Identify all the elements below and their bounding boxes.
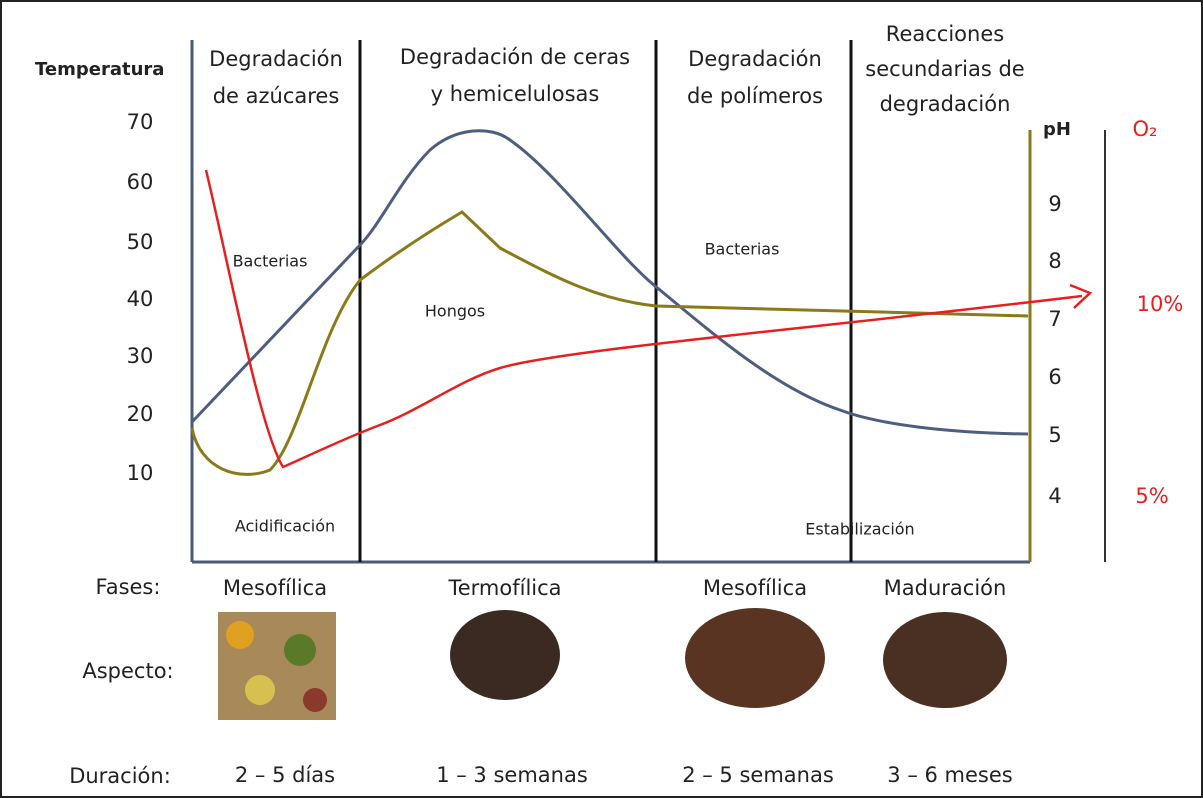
tick-label: 10: [127, 461, 154, 485]
annotation: Estabilización: [805, 520, 914, 539]
image-thermo: [450, 610, 560, 700]
image-detail: [226, 621, 254, 649]
stage-header: degradación: [880, 92, 1011, 116]
duration-value: 3 – 6 meses: [887, 763, 1012, 787]
annotation: Hongos: [425, 302, 485, 321]
duration-value: 2 – 5 días: [235, 763, 335, 787]
phase-name: Maduración: [884, 576, 1007, 600]
stage-header: Degradación de ceras: [400, 45, 630, 69]
stage-header: Degradación: [688, 47, 822, 71]
tick-label: 40: [127, 287, 154, 311]
axis-title: O₂: [1133, 117, 1158, 141]
temperature-curve: [190, 129, 1029, 436]
tick-label: 10%: [1137, 292, 1184, 316]
stage-header: de azúcares: [213, 84, 340, 108]
tick-label: 70: [127, 110, 154, 134]
row-label: Fases:: [96, 575, 161, 599]
arrow-head: [1069, 283, 1093, 309]
aspect-images: [218, 608, 1007, 720]
phase-name: Termofílica: [447, 576, 561, 600]
row-label: Duración:: [69, 764, 171, 788]
annotation: Acidificación: [235, 517, 335, 536]
tick-label: 9: [1048, 192, 1061, 216]
stage-header: secundarias de: [865, 57, 1024, 81]
image-detail: [245, 675, 275, 705]
ph-curve: [190, 210, 1029, 476]
tick-label: 20: [127, 402, 154, 426]
image-mature: [883, 612, 1007, 708]
image-detail: [284, 634, 316, 666]
o2-curve: [204, 169, 1083, 469]
row-label: Aspecto:: [82, 659, 173, 683]
image-meso: [685, 608, 825, 708]
tick-label: 5: [1048, 423, 1061, 447]
stage-header: Reacciones: [886, 22, 1004, 46]
duration-value: 1 – 3 semanas: [436, 763, 588, 787]
phase-name: Mesofílica: [703, 576, 807, 600]
stage-header: Degradación: [209, 47, 343, 71]
image-detail: [303, 688, 327, 712]
tick-label: 8: [1048, 249, 1061, 273]
tick-label: 7: [1048, 307, 1061, 331]
tick-label: 6: [1048, 365, 1061, 389]
phase-name: Mesofílica: [223, 576, 327, 600]
tick-label: 30: [127, 344, 154, 368]
annotation: Bacterias: [233, 252, 308, 271]
tick-label: 5%: [1135, 484, 1168, 508]
stage-header: y hemicelulosas: [431, 82, 600, 106]
tick-label: 4: [1048, 484, 1061, 508]
tick-label: 60: [127, 170, 154, 194]
tick-label: 50: [127, 230, 154, 254]
axis-title: Temperatura: [35, 59, 164, 80]
duration-value: 2 – 5 semanas: [682, 763, 834, 787]
stage-header: de polímeros: [687, 84, 823, 108]
annotation: Bacterias: [705, 240, 780, 259]
labels: Temperatura 70 60 50 40 30 20 10 pH 9 8 7 6 5 4 O₂ 10% 5%…: [35, 22, 1183, 788]
axis-title: pH: [1043, 119, 1071, 140]
